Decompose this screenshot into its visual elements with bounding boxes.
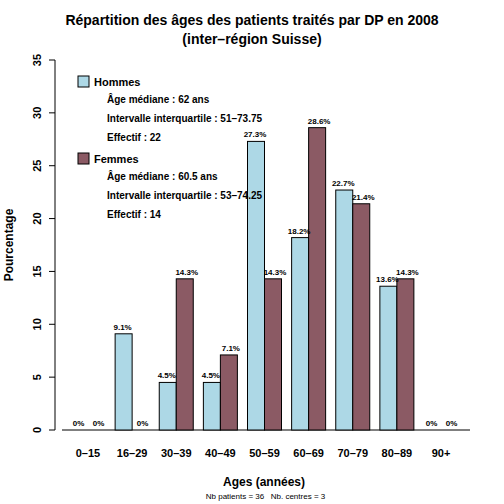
data-label: 4.5% — [158, 371, 176, 380]
legend-label: Hommes — [94, 76, 140, 88]
bar — [397, 279, 414, 430]
bar — [71, 430, 88, 431]
bar — [424, 430, 441, 431]
legend-note: Intervalle interquartile : 51–73.75 — [107, 113, 263, 124]
subtitle: (inter–région Suisse) — [182, 31, 321, 47]
x-tick-label: 30–39 — [161, 447, 192, 459]
y-tick — [49, 430, 55, 431]
legend-note: Intervalle interquartile : 53–74.25 — [107, 190, 263, 201]
y-tick — [49, 324, 55, 325]
y-tick-label: 0 — [31, 427, 43, 433]
data-label: 0% — [446, 419, 458, 428]
footnote: Nb. centres = 3 — [271, 492, 326, 501]
legend-note: Âge médiane : 60.5 ans — [107, 170, 218, 182]
bar — [353, 204, 370, 430]
y-tick — [49, 218, 55, 219]
data-label: 4.5% — [202, 371, 220, 380]
bar — [203, 382, 220, 430]
y-tick — [49, 271, 55, 272]
data-label: 0% — [93, 419, 105, 428]
bar — [132, 430, 149, 431]
x-tick-label: 16–29 — [117, 447, 148, 459]
data-label: 22.7% — [332, 179, 355, 188]
data-labels: 0%9.1%4.5%4.5%27.3%18.2%22.7%13.6%0%0%0%… — [73, 117, 458, 428]
bar — [220, 355, 237, 430]
y-tick — [49, 377, 55, 378]
bar — [159, 382, 176, 430]
bar — [336, 190, 353, 430]
data-label: 21.4% — [352, 193, 375, 202]
x-tick-label: 0–15 — [76, 447, 100, 459]
y-tick-label: 10 — [31, 318, 43, 330]
y-tick-label: 5 — [31, 374, 43, 380]
y-tick — [49, 112, 55, 113]
y-tick — [49, 60, 55, 61]
data-label: 9.1% — [114, 323, 132, 332]
footnote: Nb patients = 36 — [206, 492, 265, 501]
y-tick — [49, 165, 55, 166]
data-label: 27.3% — [244, 130, 267, 139]
data-label: 7.1% — [222, 344, 240, 353]
y-tick-label: 25 — [31, 160, 43, 172]
y-tick-label: 20 — [31, 212, 43, 224]
data-label: 14.3% — [396, 268, 419, 277]
y-axis-line — [55, 60, 56, 430]
legend-note: Effectif : 22 — [107, 132, 161, 143]
legend-swatch — [78, 76, 89, 87]
bar — [248, 141, 265, 430]
y-tick-label: 35 — [31, 54, 43, 66]
legend: Hommes Âge médiane : 62 ans Intervalle int… — [78, 76, 263, 220]
x-tick-label: 40–49 — [205, 447, 236, 459]
bar — [176, 279, 193, 430]
bar — [380, 286, 397, 430]
y-axis-label: Pourcentage — [2, 208, 16, 281]
data-label: 28.6% — [308, 117, 331, 126]
chart: Répartition des âges des patients traité… — [0, 0, 504, 504]
legend-note: Effectif : 14 — [107, 209, 161, 220]
bar — [88, 430, 105, 431]
x-tick-label: 70–79 — [337, 447, 368, 459]
bar — [115, 334, 132, 430]
title: Répartition des âges des patients traité… — [65, 12, 438, 28]
x-tick-label: 80–89 — [382, 447, 413, 459]
bar — [309, 128, 326, 430]
bar — [292, 238, 309, 430]
x-tick-label: 60–69 — [293, 447, 324, 459]
x-tick-label: 50–59 — [249, 447, 280, 459]
y-tick-label: 15 — [31, 265, 43, 277]
x-axis-label: Ages (années) — [223, 475, 305, 489]
legend-label: Femmes — [94, 153, 139, 165]
data-label: 14.3% — [175, 268, 198, 277]
x-tick-label: 90+ — [432, 447, 451, 459]
bar — [441, 430, 458, 431]
background — [0, 0, 504, 504]
data-label: 14.3% — [264, 268, 287, 277]
data-label: 0% — [137, 419, 149, 428]
data-label: 0% — [73, 419, 85, 428]
y-tick-label: 30 — [31, 107, 43, 119]
data-label: 0% — [426, 419, 438, 428]
data-label: 18.2% — [288, 227, 311, 236]
legend-swatch — [78, 153, 89, 164]
legend-note: Âge médiane : 62 ans — [107, 93, 210, 105]
bar — [265, 279, 282, 430]
